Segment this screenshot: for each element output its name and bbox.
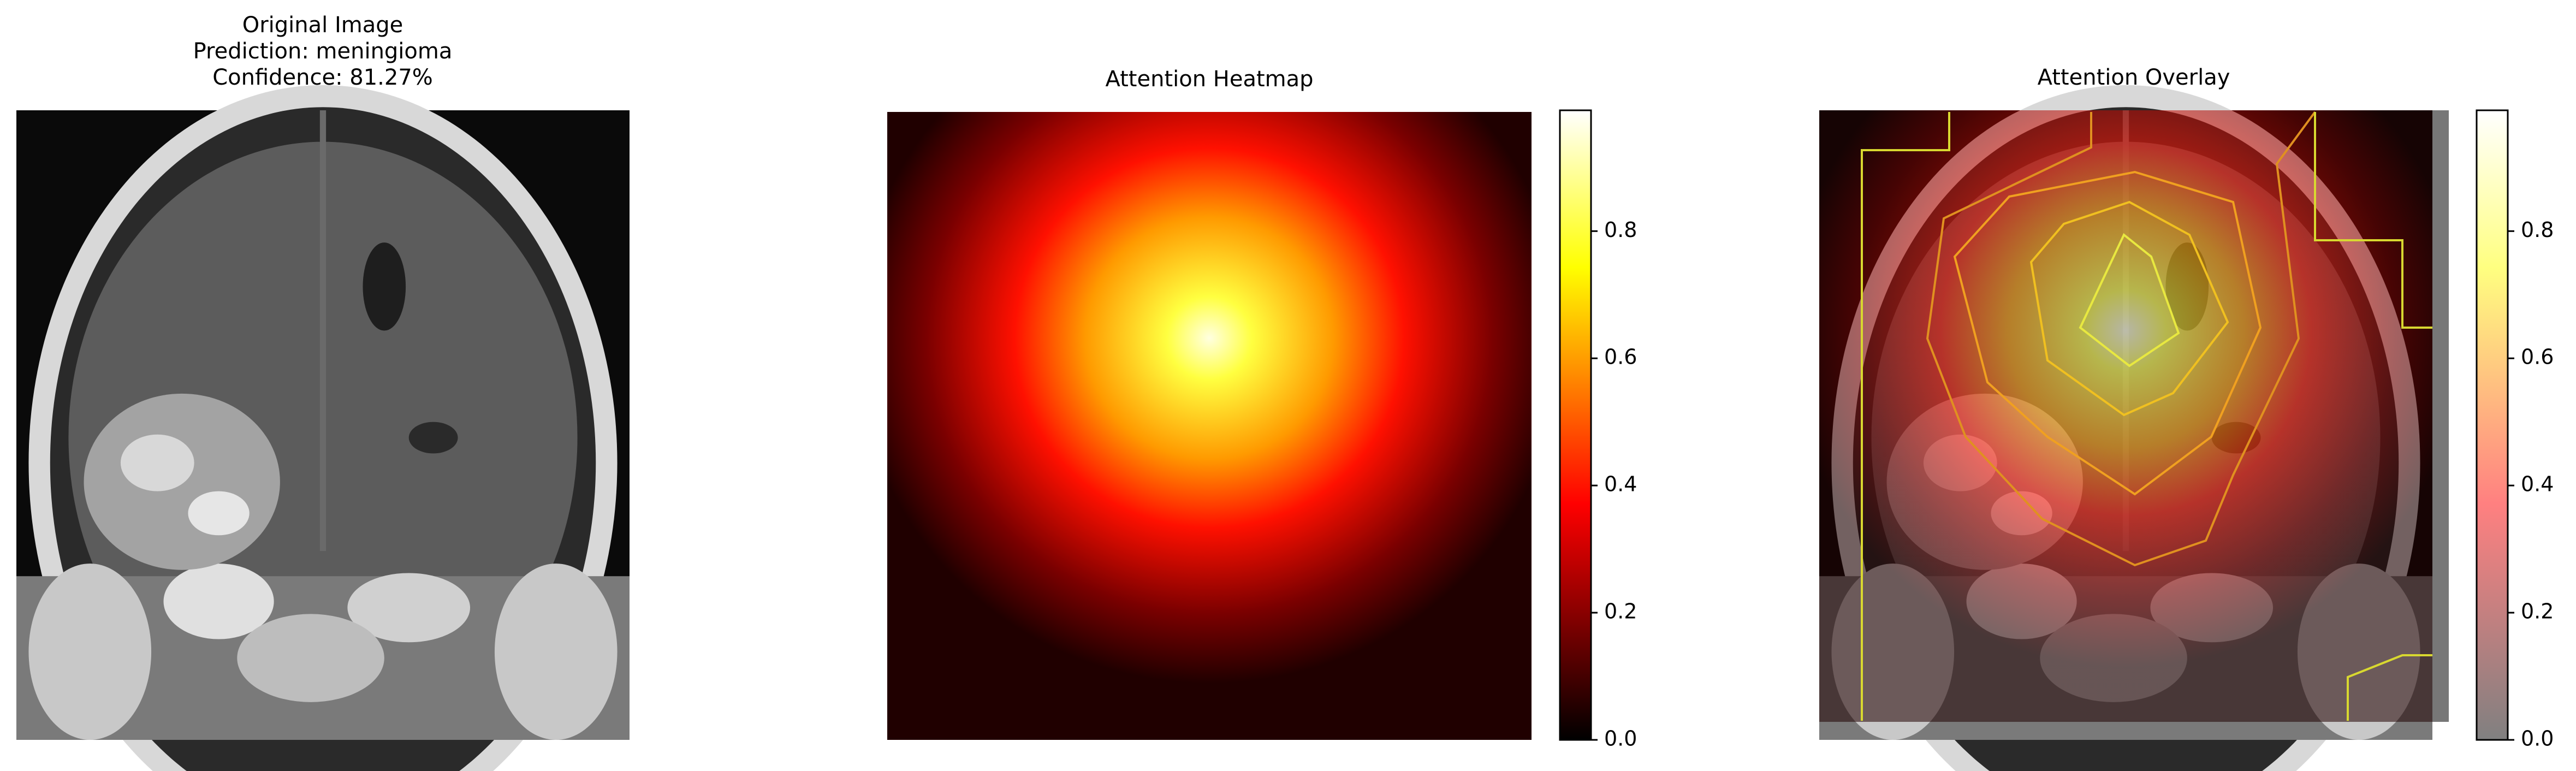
colorbar-tick-label: 0.6	[1604, 345, 1637, 369]
colorbar-tick-label: 0.2	[1604, 600, 1637, 624]
overlay-image	[1819, 85, 2449, 771]
colorbar	[2476, 109, 2509, 741]
colorbar	[1559, 109, 1592, 741]
colorbar-tick-label: 0.4	[2521, 472, 2554, 496]
colorbar-tick-label: 0.8	[2521, 218, 2554, 242]
mri-image	[16, 85, 630, 771]
colorbar-tick-label: 0.6	[2521, 345, 2554, 369]
colorbar-tick-label: 0.8	[1604, 218, 1637, 242]
colorbar-tick-label: 0.4	[1604, 472, 1637, 496]
heatmap-image	[887, 112, 1532, 740]
panel-title: Attention Heatmap	[1105, 67, 1313, 92]
colorbar-tick-label: 0.0	[1604, 727, 1637, 751]
panel-title: Original Image	[242, 13, 403, 38]
colorbar-tick-label: 0.2	[2521, 600, 2554, 624]
colorbar-tick-label: 0.0	[2521, 727, 2554, 751]
panel-title: Prediction: meningioma	[193, 39, 453, 64]
